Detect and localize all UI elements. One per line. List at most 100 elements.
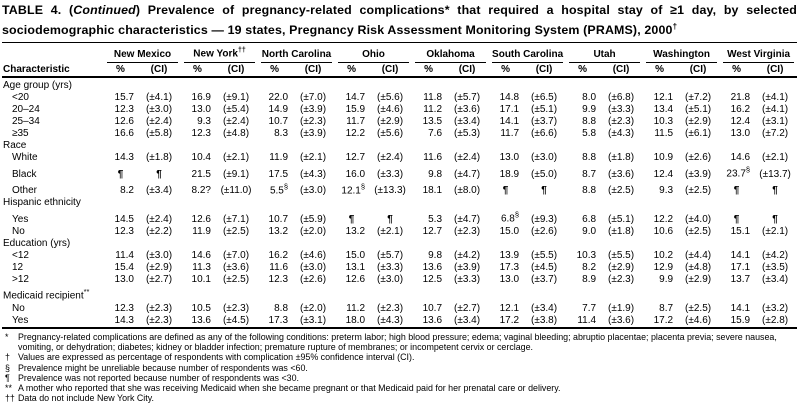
- pct-cell: 12.3: [191, 128, 211, 140]
- ci-cell: (±6.1): [685, 128, 712, 140]
- ci-cell: (±2.4): [145, 116, 173, 128]
- not-reported-flag: ¶: [772, 213, 778, 225]
- ci-subheader: (CI): [214, 62, 259, 78]
- ci-subheader: (CI): [753, 62, 798, 78]
- pct-cell: 14.1: [730, 302, 751, 314]
- ci-cell: (±3.0): [531, 152, 558, 164]
- pct-subheader: %: [566, 62, 600, 78]
- row-label: White: [12, 152, 38, 164]
- ci-cell: (±4.3): [608, 128, 635, 140]
- pct-cell: 9.8: [428, 250, 443, 262]
- ci-cell: (±2.5): [685, 225, 712, 237]
- state-name: Washington: [646, 49, 718, 63]
- ci-cell: (±2.4): [454, 152, 481, 164]
- ci-cell: (±7.0): [222, 250, 250, 262]
- pct-cell: 10.2: [653, 250, 674, 262]
- subheader-row: % (CI)% (CI)% (CI)% (CI)% (CI)% (CI)% (CI)% (CI)…: [2, 62, 798, 78]
- row-label: <20: [12, 91, 29, 103]
- ci-cell: (±4.3): [299, 168, 327, 180]
- ci-cell: (±3.4): [454, 314, 481, 326]
- footnote-text: Pregnancy-related complications are defi…: [18, 331, 777, 353]
- ci-cell: (±3.9): [299, 104, 327, 116]
- pct-cell: 15.4: [114, 262, 134, 274]
- column-header-west-virginia: West Virginia: [720, 43, 797, 63]
- ci-cell: (±4.1): [762, 104, 789, 116]
- ci-cell: (±5.1): [608, 213, 635, 225]
- pct-cell: 23.7§: [726, 165, 751, 180]
- ci-cell: (±3.4): [454, 116, 481, 128]
- pct-cell: 14.7: [345, 91, 366, 103]
- ci-cell: (±4.3): [377, 314, 404, 326]
- footnote-symbol: ¶: [5, 372, 10, 383]
- section-label: Hispanic ethnicity: [3, 197, 81, 209]
- ci-cell: (±2.3): [377, 302, 404, 314]
- pct-cell: 8.2?: [191, 185, 211, 197]
- ci-subheader: (CI): [368, 62, 413, 78]
- prevalence-table: Characteristic New Mexico New York†† North…: [2, 42, 798, 329]
- pct-subheader: %: [412, 62, 446, 78]
- ci-cell: (±5.7): [377, 250, 404, 262]
- pct-cell: 17.1: [499, 104, 520, 116]
- pct-cell: 15.1: [730, 225, 751, 237]
- pct-cell: 17.5: [268, 168, 289, 180]
- ci-cell: (±3.0): [377, 274, 404, 286]
- pct-cell: 16.2: [268, 250, 289, 262]
- section-row: Medicaid recipient**: [2, 286, 797, 302]
- pct-cell: 8.2: [120, 185, 134, 197]
- ci-cell: (±1.8): [608, 225, 635, 237]
- row-label: ≥35: [12, 128, 29, 140]
- pct-cell: 8.7: [582, 168, 597, 180]
- pct-cell: 13.9: [499, 250, 520, 262]
- pct-subheader: %: [104, 62, 137, 78]
- pct-cell: 15.9: [730, 314, 751, 326]
- table-row: No 12.3 (±2.2) 11.9 (±2.5) 13.2 (±2.0) 13.2 (±2.…: [2, 226, 797, 238]
- state-name: Ohio: [338, 49, 410, 63]
- pct-cell: 12.2: [653, 213, 674, 225]
- not-reported-flag: ¶: [772, 185, 778, 197]
- footnote--: ¶ Prevalence was not reported because num…: [4, 373, 797, 383]
- ci-cell: (±13.3): [374, 185, 406, 197]
- row-label: 25–34: [12, 116, 40, 128]
- ci-cell: (±2.9): [608, 262, 635, 274]
- footnote-text: A mother who reported that she was recei…: [18, 382, 561, 393]
- ci-cell: (±3.6): [222, 262, 250, 274]
- ci-cell: (±5.7): [454, 91, 481, 103]
- ci-subheader: (CI): [522, 62, 567, 78]
- footnote-text: Data do not include New York City.: [18, 393, 154, 404]
- ci-cell: (±4.8): [222, 128, 250, 140]
- pct-cell: 10.6: [653, 225, 674, 237]
- table-row: No 12.3 (±2.3) 10.5 (±2.3) 8.8 (±2.0) 11.2 (±2.3…: [2, 303, 797, 315]
- pct-cell: 12.4: [653, 168, 674, 180]
- pct-cell: 7.6: [428, 128, 443, 140]
- ci-cell: (±6.6): [531, 128, 558, 140]
- ci-cell: (±2.1): [299, 152, 327, 164]
- pct-cell: 11.6: [423, 152, 443, 164]
- pct-cell: 11.2: [423, 104, 443, 116]
- unreliable-flag: §: [514, 210, 520, 220]
- ci-cell: (±4.6): [299, 250, 327, 262]
- ci-cell: (±1.8): [608, 152, 635, 164]
- ci-cell: (±4.4): [685, 250, 712, 262]
- not-reported-flag: ¶: [733, 185, 740, 197]
- pct-cell: 12.7: [345, 152, 366, 164]
- ci-cell: (±2.4): [377, 152, 404, 164]
- column-header-new-mexico: New Mexico: [104, 43, 181, 63]
- ci-cell: (±2.7): [454, 302, 481, 314]
- ci-cell: (±5.9): [299, 213, 327, 225]
- pct-cell: 12.3: [114, 302, 134, 314]
- pct-subheader: %: [720, 62, 754, 78]
- row-label: <12: [12, 250, 29, 262]
- table-header: Characteristic New Mexico New York†† North…: [2, 42, 798, 78]
- column-header-south-carolina: South Carolina: [489, 43, 566, 63]
- ci-subheader: (CI): [445, 62, 490, 78]
- ci-cell: (±2.6): [685, 152, 712, 164]
- pct-cell: 8.8: [582, 152, 597, 164]
- ci-cell: (±3.7): [531, 274, 558, 286]
- state-name-sup: ††: [237, 47, 246, 55]
- pct-cell: 8.8: [582, 185, 597, 197]
- column-header-new-york: New York††: [181, 43, 258, 63]
- ci-cell: (±4.0): [685, 213, 712, 225]
- unreliable-flag: §: [360, 181, 366, 191]
- ci-cell: (±3.9): [454, 262, 481, 274]
- pct-cell: 18.0: [345, 314, 366, 326]
